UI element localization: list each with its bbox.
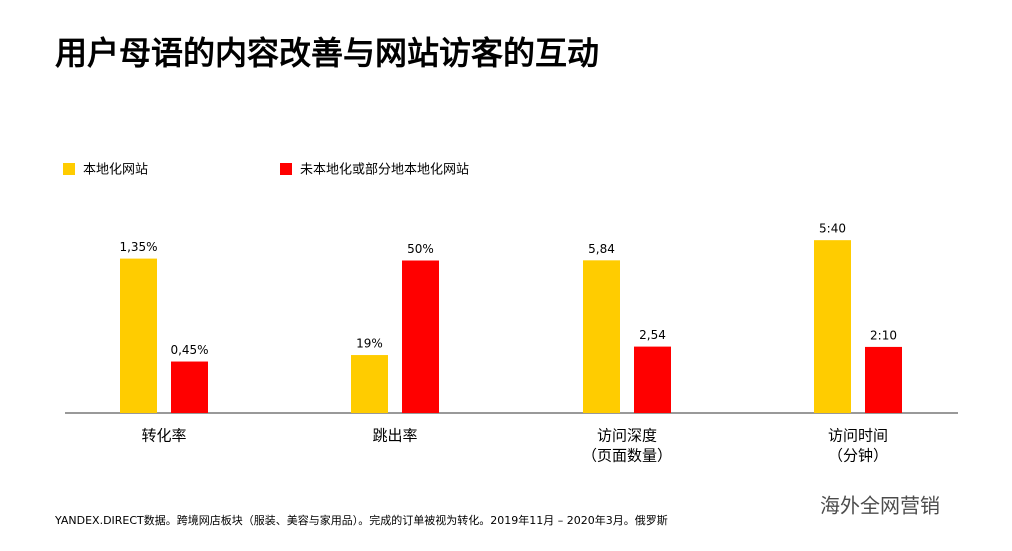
bar bbox=[171, 361, 208, 413]
legend-label: 未本地化或部分地本地化网站 bbox=[300, 163, 469, 178]
x-tick-label: （分钟） bbox=[828, 447, 888, 465]
legend-swatch bbox=[280, 163, 292, 175]
value-label: 2:10 bbox=[870, 328, 897, 342]
value-label: 2,54 bbox=[639, 328, 666, 342]
bar bbox=[351, 355, 388, 413]
x-tick-label: （页面数量） bbox=[582, 447, 672, 465]
value-label: 1,35% bbox=[119, 240, 157, 254]
x-tick-label: 转化率 bbox=[141, 427, 186, 445]
bar bbox=[120, 258, 157, 413]
x-tick-label: 访问深度 bbox=[597, 427, 657, 445]
value-label: 50% bbox=[407, 242, 434, 256]
legend-label: 本地化网站 bbox=[83, 163, 148, 178]
legend-swatch bbox=[63, 163, 75, 175]
value-label: 5,84 bbox=[588, 242, 615, 256]
bar bbox=[583, 260, 620, 413]
chart-title: 用户母语的内容改善与网站访客的互动 bbox=[55, 34, 599, 72]
bar bbox=[814, 240, 851, 413]
source-note: YANDEX.DIRECT数据。跨境网店板块（服装、美容与家用品）。完成的订单被… bbox=[54, 513, 668, 527]
bar bbox=[634, 346, 671, 413]
watermark: 海外全网营销 bbox=[820, 494, 940, 518]
bar bbox=[865, 346, 902, 413]
x-tick-label: 访问时间 bbox=[828, 427, 888, 445]
bar bbox=[402, 260, 439, 413]
x-tick-label: 跳出率 bbox=[372, 427, 417, 445]
value-label: 19% bbox=[356, 337, 383, 351]
value-label: 5:40 bbox=[819, 222, 846, 236]
value-label: 0,45% bbox=[170, 343, 208, 357]
